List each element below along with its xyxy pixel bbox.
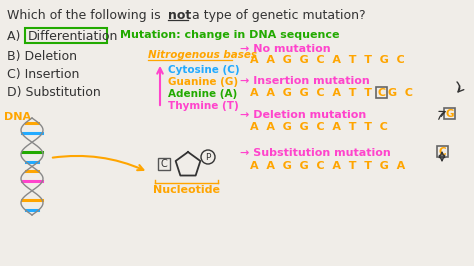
Text: C: C <box>161 159 167 169</box>
Text: C) Insertion: C) Insertion <box>7 68 79 81</box>
Text: Nucleotide: Nucleotide <box>153 185 220 195</box>
Text: → No mutation: → No mutation <box>240 44 331 54</box>
Text: Guanine (G): Guanine (G) <box>168 77 238 87</box>
Text: Nitrogenous bases: Nitrogenous bases <box>148 50 257 60</box>
Text: Thymine (T): Thymine (T) <box>168 101 239 111</box>
Text: P: P <box>205 152 210 161</box>
FancyBboxPatch shape <box>158 158 170 170</box>
Text: DNA: DNA <box>4 112 31 122</box>
Text: A  A  G  G  C  A  T  T: A A G G C A T T <box>250 88 372 98</box>
Text: A): A) <box>7 30 24 43</box>
Text: → Deletion mutation: → Deletion mutation <box>240 110 366 120</box>
Text: D) Substitution: D) Substitution <box>7 86 101 99</box>
Text: a type of genetic mutation?: a type of genetic mutation? <box>188 9 365 22</box>
Text: Adenine (A): Adenine (A) <box>168 89 237 99</box>
Text: Cytosine (C): Cytosine (C) <box>168 65 240 75</box>
Text: G: G <box>445 109 454 119</box>
FancyBboxPatch shape <box>444 108 455 119</box>
Text: Which of the following is: Which of the following is <box>7 9 164 22</box>
Text: C: C <box>439 147 447 157</box>
Text: → Insertion mutation: → Insertion mutation <box>240 76 370 86</box>
Text: B) Deletion: B) Deletion <box>7 50 77 63</box>
Text: not: not <box>168 9 191 22</box>
Circle shape <box>201 150 215 164</box>
Text: A  A  G  G  C  A  T  T  G  A: A A G G C A T T G A <box>250 161 405 171</box>
Text: Mutation: change in DNA sequence: Mutation: change in DNA sequence <box>120 30 339 40</box>
Text: A  A  G  G  C  A  T  T  G  C: A A G G C A T T G C <box>250 55 405 65</box>
Text: C: C <box>377 88 385 98</box>
Text: Differentiation: Differentiation <box>28 30 118 43</box>
Text: A  A  G  G  C  A  T  T  C: A A G G C A T T C <box>250 122 388 132</box>
Text: G  C: G C <box>388 88 413 98</box>
FancyBboxPatch shape <box>437 146 448 157</box>
FancyBboxPatch shape <box>376 87 387 98</box>
Text: → Substitution mutation: → Substitution mutation <box>240 148 391 158</box>
